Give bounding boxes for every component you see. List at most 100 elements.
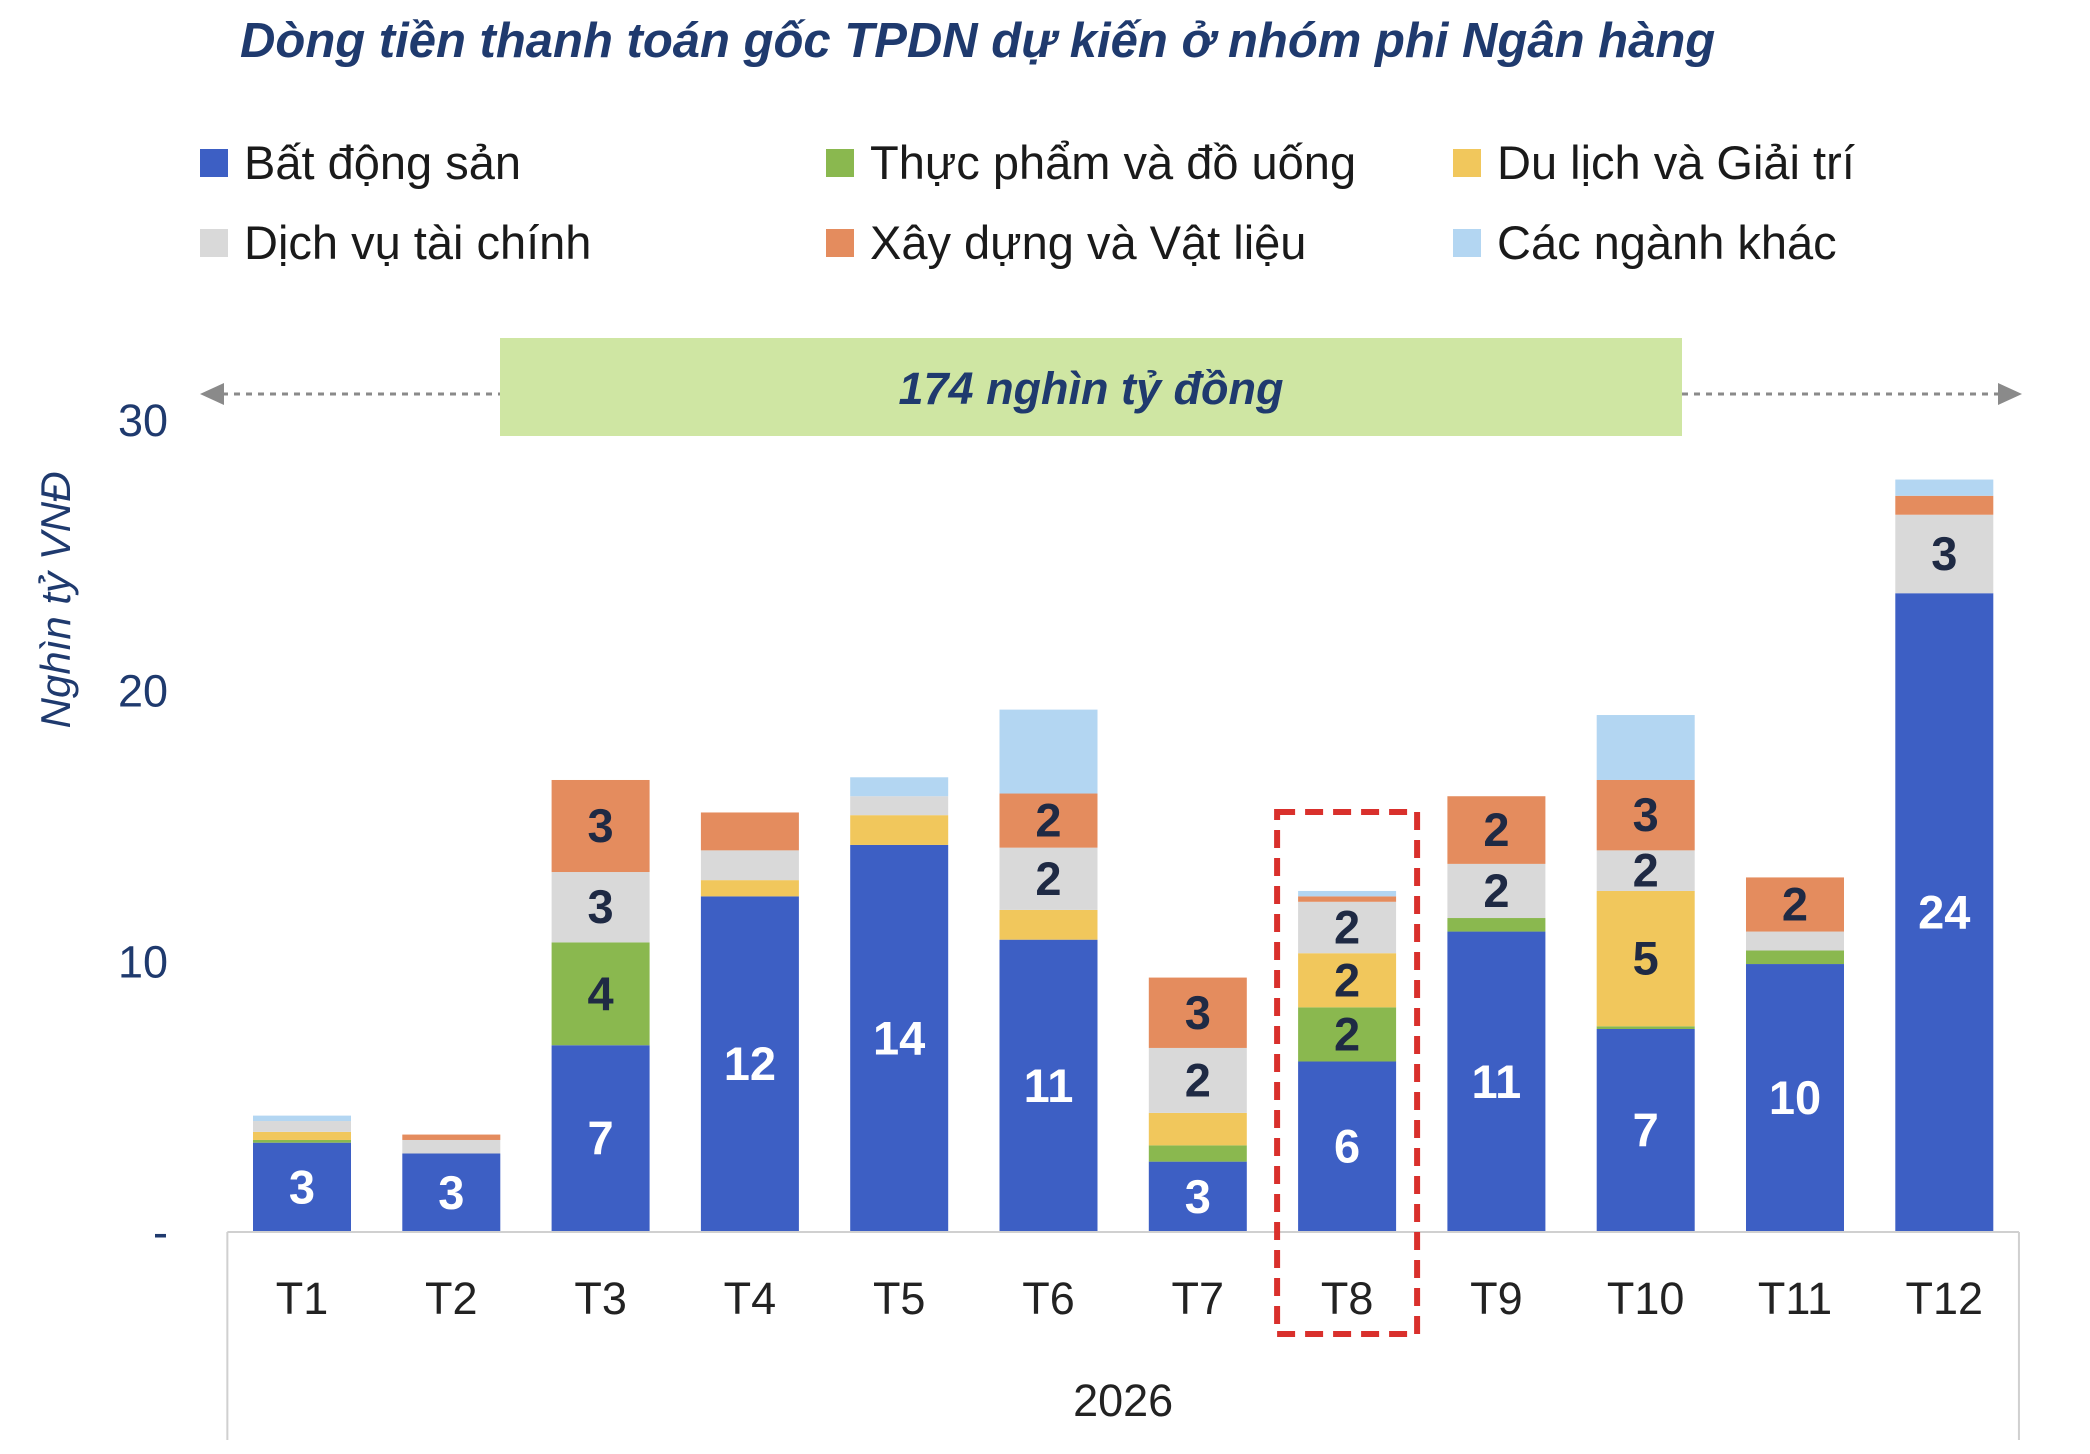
bar-segment (1447, 931, 1546, 1232)
banner-box (500, 338, 1682, 436)
y-tick-label: - (153, 1207, 168, 1258)
bar-value-label: 2 (1185, 1053, 1211, 1106)
bar-segment (253, 1131, 351, 1140)
bar-stack: 3 (402, 1134, 501, 1232)
bar-segment (1895, 514, 1994, 594)
bar-value-label: 2 (1483, 864, 1509, 917)
bar-value-label: 7 (588, 1112, 614, 1165)
bar-segment (1596, 1026, 1695, 1029)
bar-segment (1298, 890, 1397, 897)
bar-segment (253, 1115, 351, 1122)
bar-segment (850, 844, 949, 1232)
bar-value-label: 4 (588, 967, 614, 1020)
bar-segment (551, 779, 650, 873)
bar-value-label: 12 (724, 1037, 776, 1090)
legend-item: Du lịch và Giải trí (1453, 136, 1855, 189)
chart-title: Dòng tiền thanh toán gốc TPDN dự kiến ở … (240, 14, 1715, 68)
x-tick-label: T2 (425, 1273, 478, 1324)
bar-stack: 10 2 (1746, 877, 1844, 1232)
bar-segment (551, 1045, 650, 1232)
x-tick-label: T12 (1906, 1273, 1984, 1324)
legend-item: Thực phẩm và đồ uống (826, 136, 1356, 189)
bar-value-label: 2 (1483, 803, 1509, 856)
bar-segment (1447, 863, 1546, 919)
bar-value-label: 3 (1633, 788, 1659, 841)
y-tick-label: 30 (118, 395, 168, 446)
bar-segment (1596, 1029, 1695, 1232)
banner-arrow-left-head (200, 383, 224, 405)
x-tick-label: T9 (1470, 1273, 1523, 1324)
bar-segment (999, 793, 1098, 848)
bar-segment (402, 1134, 501, 1140)
bar-segment (700, 880, 799, 897)
legend: Bất động sản Thực phẩm và đồ uống Du lịch … (200, 136, 1855, 269)
bar-segment (999, 939, 1098, 1232)
bar-value-label: 3 (289, 1160, 315, 1213)
bar-stack: 24 3 (1895, 479, 1994, 1232)
bar-segment (551, 942, 650, 1046)
legend-label: Thực phẩm và đồ uống (870, 136, 1356, 189)
bar-segment (1298, 953, 1397, 1008)
bar-value-label: 11 (1024, 1059, 1074, 1112)
legend-item: Bất động sản (200, 136, 521, 189)
bar-stack: 14 (850, 777, 949, 1232)
bar-value-label: 11 (1472, 1055, 1522, 1108)
bar-value-label: 3 (1185, 1170, 1211, 1223)
legend-swatch (826, 229, 854, 257)
bar-segment (850, 796, 949, 816)
bar-stack: 11 22 (999, 709, 1098, 1232)
bar-segment (999, 909, 1098, 940)
bar-segment (999, 709, 1098, 794)
bar-segment (1895, 479, 1994, 496)
bar-stack: 3 2 3 (1148, 977, 1247, 1232)
bar-segment (1298, 901, 1397, 954)
bar-segment (551, 872, 650, 943)
bar-segment (1895, 593, 1994, 1232)
bar-value-label: 5 (1633, 932, 1659, 985)
bar-stack: 7 4 3 3 (551, 779, 650, 1232)
bar-segment (253, 1142, 351, 1232)
total-banner: 174 nghìn tỷ đồng (200, 338, 2022, 436)
y-tick-label: 10 (118, 936, 168, 987)
bar-value-label: 2 (1334, 953, 1360, 1006)
legend-swatch (200, 149, 228, 177)
legend-swatch (1453, 229, 1481, 257)
bar-segment (850, 815, 949, 845)
legend-label: Du lịch và Giải trí (1497, 136, 1855, 189)
bar-value-label: 2 (1035, 852, 1061, 905)
x-tick-label: T3 (574, 1273, 627, 1324)
x-tick-label: T6 (1022, 1273, 1075, 1324)
y-axis-ticks: - 10 20 30 (118, 395, 168, 1258)
legend-swatch (1453, 149, 1481, 177)
bar-value-label: 3 (1185, 986, 1211, 1039)
bar-value-label: 2 (1334, 901, 1360, 954)
x-tick-label: T8 (1321, 1273, 1374, 1324)
bar-value-label: 14 (873, 1011, 925, 1064)
bar-segment (1148, 1047, 1247, 1113)
bar-segment (1447, 918, 1546, 932)
bar-stack: 12 (700, 812, 799, 1232)
bar-segment (1596, 850, 1695, 891)
bar-segment (1596, 715, 1695, 780)
legend-label: Bất động sản (244, 136, 521, 189)
x-group-label: 2026 (1073, 1375, 1173, 1426)
legend-item: Các ngành khác (1453, 216, 1837, 269)
bar-segment (1148, 1145, 1247, 1162)
x-tick-label: T10 (1607, 1273, 1685, 1324)
bar-segment (1298, 1007, 1397, 1062)
legend-swatch (826, 149, 854, 177)
bar-segment (1746, 877, 1844, 932)
bar-value-label: 10 (1769, 1071, 1821, 1124)
bar-segment (700, 850, 799, 881)
legend-label: Xây dựng và Vật liệu (870, 216, 1306, 269)
legend-label: Dịch vụ tài chính (244, 216, 591, 269)
legend-label: Các ngành khác (1497, 216, 1837, 269)
bar-segment (1298, 1061, 1397, 1232)
x-tick-label: T4 (724, 1273, 777, 1324)
bar-segment (1596, 779, 1695, 851)
bar-segment (1148, 1112, 1247, 1146)
bar-segment (1746, 931, 1844, 951)
